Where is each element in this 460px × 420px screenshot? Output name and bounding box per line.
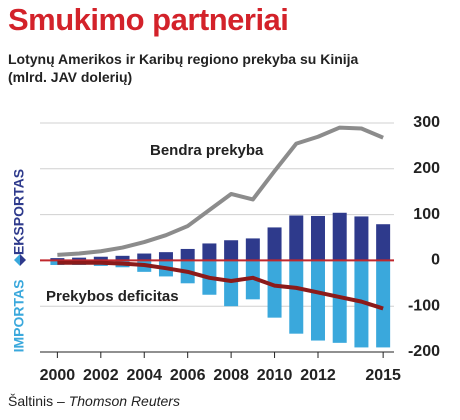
x-tick-label: 2010 — [257, 367, 293, 384]
x-tick-label: 2002 — [83, 367, 119, 384]
y-tick-label: -100 — [408, 297, 440, 314]
bar — [310, 260, 325, 341]
y-tick-label: 0 — [431, 252, 440, 269]
bar — [332, 260, 347, 343]
bar — [245, 238, 260, 261]
bar — [115, 255, 130, 261]
x-tick-label: 2008 — [213, 367, 249, 384]
exports-label: EKSPORTAS — [11, 169, 27, 255]
bar — [332, 212, 347, 261]
y-tick-label: 300 — [413, 114, 440, 131]
bar — [354, 260, 369, 348]
bar — [376, 224, 391, 261]
bar — [72, 257, 87, 261]
bar — [310, 215, 325, 261]
source: Šaltinis – Thomson Reuters — [8, 393, 180, 409]
source-name: Thomson Reuters — [69, 393, 180, 409]
bar — [224, 240, 239, 261]
bar — [180, 248, 195, 261]
arrow-left — [14, 254, 20, 266]
x-tick-label: 2004 — [126, 367, 162, 384]
arrow-right — [20, 254, 26, 266]
annotation: Prekybos deficitas — [46, 288, 179, 305]
line — [57, 260, 384, 311]
bar — [267, 227, 282, 261]
y-tick-label: -200 — [408, 343, 440, 360]
x-tick-label: 2015 — [365, 367, 401, 384]
bar — [289, 260, 304, 334]
imports-label: IMPORTAS — [11, 280, 27, 353]
bar — [267, 260, 282, 318]
bar — [202, 243, 217, 261]
bar — [289, 215, 304, 261]
bar — [354, 216, 369, 261]
bar — [158, 252, 173, 261]
x-tick-label: 2006 — [170, 367, 206, 384]
y-tick-label: 200 — [413, 160, 440, 177]
bar — [224, 260, 239, 307]
bar — [376, 260, 391, 348]
chart-subtitle: Lotynų Amerikos ir Karibų regiono prekyb… — [8, 51, 359, 85]
source-label: Šaltinis – — [8, 393, 65, 409]
annotation: Bendra prekyba — [150, 142, 264, 159]
line — [57, 125, 384, 257]
bar — [137, 253, 152, 261]
chart-title: Smukimo partneriai — [8, 2, 289, 37]
x-tick-label: 2012 — [300, 367, 336, 384]
y-tick-label: 100 — [413, 206, 440, 223]
bar — [50, 258, 65, 261]
bar — [93, 256, 108, 261]
x-tick-label: 2000 — [40, 367, 76, 384]
plot: -200 -100 0 100 200 300 2000 2002 2004 2006 2008 20… — [40, 114, 441, 384]
